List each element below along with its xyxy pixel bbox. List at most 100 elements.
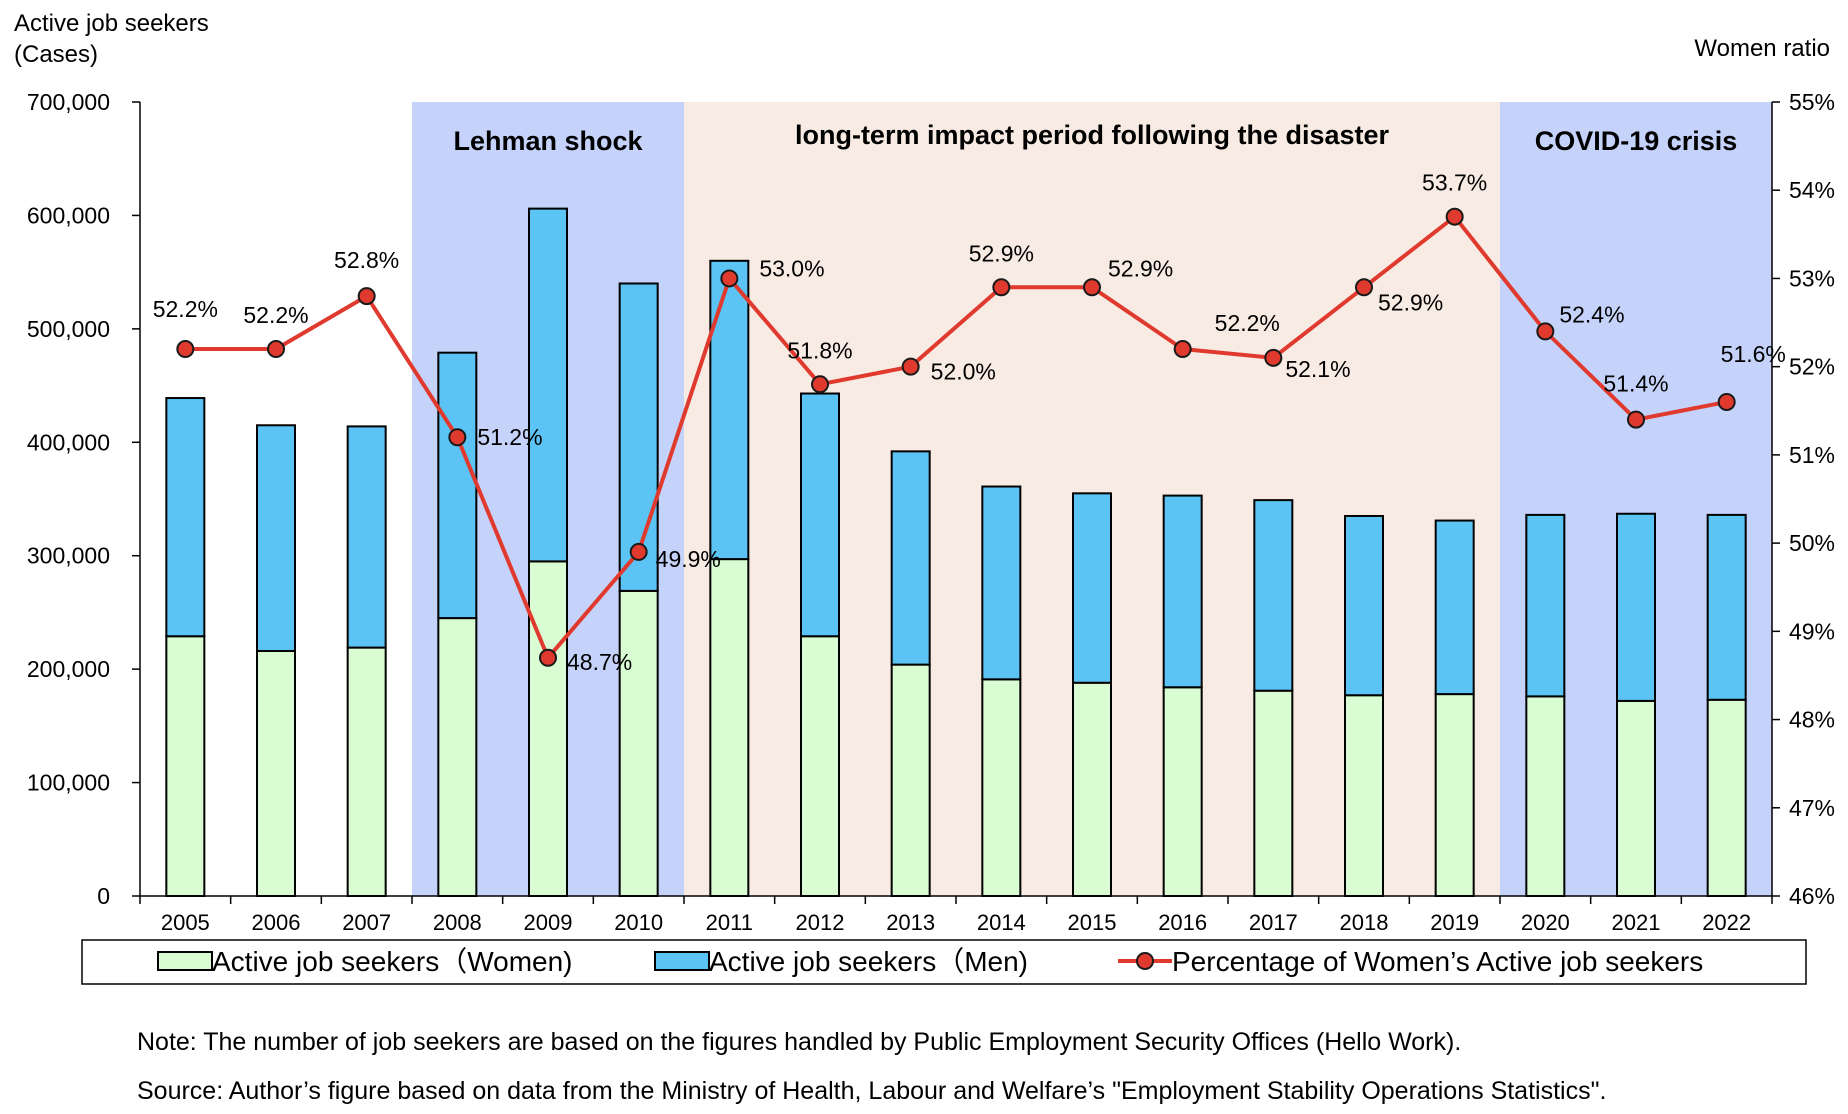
- bar: [1253, 689, 1294, 897]
- line-point: [267, 340, 285, 359]
- x-tick-label: 2020: [1521, 910, 1570, 935]
- line-point: [811, 375, 829, 394]
- bar: [981, 678, 1022, 898]
- period-label: long-term impact period following the di…: [795, 120, 1390, 150]
- right-tick-label: 54%: [1789, 177, 1835, 203]
- bar: [1072, 681, 1112, 897]
- bar: [618, 282, 659, 592]
- right-axis-title: Women ratio: [1694, 35, 1830, 62]
- bar: [1253, 499, 1294, 692]
- x-tick-label: 2007: [342, 910, 391, 935]
- legend-marker: [1136, 952, 1154, 970]
- percent-label: 52.0%: [931, 359, 996, 385]
- bar: [437, 617, 478, 897]
- x-tick-label: 2011: [706, 910, 753, 935]
- percent-label: 52.4%: [1559, 301, 1624, 327]
- bar: [437, 351, 478, 620]
- x-tick-label: 2006: [252, 910, 301, 935]
- bar: [709, 558, 750, 897]
- x-tick-label: 2009: [524, 910, 573, 935]
- line-point: [1717, 392, 1736, 411]
- bar: [1525, 695, 1566, 898]
- bar: [528, 560, 568, 898]
- percent-label: 51.4%: [1603, 371, 1668, 397]
- line-point: [1173, 340, 1192, 359]
- bar: [1162, 686, 1203, 898]
- percent-label: 52.2%: [153, 296, 218, 322]
- bar: [256, 424, 296, 652]
- right-tick-label: 55%: [1789, 89, 1835, 115]
- x-tick-label: 2019: [1430, 910, 1479, 935]
- percent-label: 52.9%: [1108, 255, 1173, 281]
- bar: [709, 259, 750, 561]
- line-point: [1445, 207, 1464, 226]
- bar-series: [165, 207, 1747, 898]
- line-point: [1627, 410, 1645, 429]
- line-point: [992, 278, 1011, 297]
- bar: [1616, 512, 1656, 702]
- right-tick-label: 48%: [1789, 707, 1835, 733]
- legend-box: [81, 939, 1807, 985]
- x-tick-label: 2018: [1340, 910, 1389, 935]
- axis-titles: Active job seekers (Cases) Women ratio: [14, 10, 1830, 68]
- right-tick-label: 52%: [1789, 354, 1835, 380]
- percent-label: 52.9%: [969, 240, 1034, 266]
- bar: [1162, 494, 1203, 689]
- bar: [1072, 492, 1112, 684]
- percent-label: 53.7%: [1422, 170, 1487, 196]
- women-ratio-line: [185, 214, 1728, 660]
- x-tick-label: 2010: [614, 910, 663, 935]
- bar: [1706, 698, 1747, 897]
- percent-label: 51.8%: [787, 337, 852, 363]
- line-point: [720, 269, 739, 288]
- x-tick-label: 2012: [796, 910, 845, 935]
- percent-label: 51.6%: [1721, 341, 1786, 367]
- percent-label: 52.8%: [334, 247, 399, 273]
- bar: [1434, 519, 1475, 696]
- percent-label: 52.2%: [243, 302, 308, 328]
- legend: Active job seekers（Women) Active job seek…: [81, 939, 1807, 985]
- x-tick-label: 2021: [1612, 910, 1661, 935]
- percent-labels: 52.2% 52.2% 52.8% 51.2% 48.7% 49.9% 53.0% 51.8%…: [153, 170, 1786, 675]
- x-tick-label: 2014: [977, 910, 1026, 935]
- percent-label: 52.1%: [1285, 356, 1350, 382]
- line-point: [448, 428, 467, 447]
- left-tick-label: 600,000: [27, 202, 110, 228]
- line-point: [1083, 278, 1101, 297]
- bar: [346, 425, 387, 649]
- left-tick-label: 0: [97, 883, 110, 909]
- right-tick-label: 46%: [1789, 883, 1835, 909]
- period-label: Lehman shock: [453, 126, 643, 156]
- left-tick-label: 200,000: [27, 656, 110, 682]
- legend-label: Active job seekers（Women): [212, 946, 573, 977]
- axes: 0 100,000 200,000 300,000 400,000 500,000 600,…: [27, 89, 1835, 935]
- x-tick-label: 2017: [1249, 910, 1298, 935]
- percent-label: 49.9%: [656, 546, 721, 572]
- line-point: [1536, 322, 1555, 341]
- left-axis-unit: (Cases): [14, 41, 98, 68]
- left-tick-label: 700,000: [27, 89, 110, 115]
- bar: [800, 392, 840, 638]
- bar: [1344, 515, 1384, 697]
- bar: [1706, 513, 1747, 701]
- bar: [1525, 513, 1566, 698]
- left-tick-label: 500,000: [27, 316, 110, 342]
- line-point: [1264, 348, 1283, 367]
- bar: [165, 397, 206, 638]
- line-point: [901, 357, 920, 376]
- percent-label: 53.0%: [759, 255, 824, 281]
- left-tick-label: 100,000: [27, 770, 110, 796]
- left-tick-label: 300,000: [27, 543, 110, 569]
- bar: [165, 635, 206, 898]
- x-tick-label: 2005: [161, 910, 210, 935]
- right-tick-label: 50%: [1789, 530, 1835, 556]
- x-tick-label: 2022: [1702, 910, 1751, 935]
- bar: [1344, 694, 1384, 898]
- x-tick-label: 2013: [886, 910, 935, 935]
- percent-label: 52.9%: [1378, 289, 1443, 315]
- bar: [528, 207, 568, 563]
- percent-label: 51.2%: [477, 424, 542, 450]
- period-labels: Lehman shock long-term impact period foll…: [453, 120, 1737, 156]
- legend-swatch: [654, 951, 710, 971]
- bar: [256, 649, 296, 897]
